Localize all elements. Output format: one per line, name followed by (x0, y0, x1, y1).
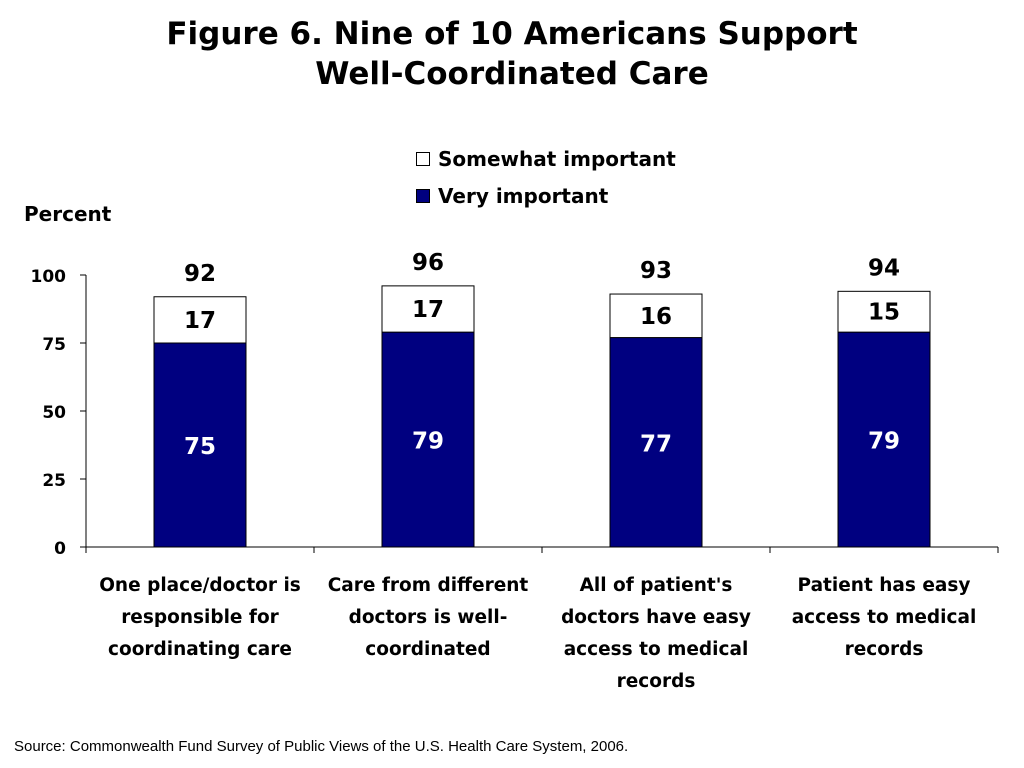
x-category-label: One place/doctor is responsible for coordi… (90, 570, 310, 666)
legend-label-somewhat-important: Somewhat important (438, 146, 676, 171)
chart-title: Figure 6. Nine of 10 Americans Support W… (0, 14, 1024, 94)
x-category-label-line: All of patient's (579, 575, 733, 596)
legend-swatch-somewhat-important (416, 151, 430, 166)
bar-very-important (609, 337, 703, 548)
legend: Somewhat important Very important (416, 140, 676, 214)
y-axis-label: Percent (24, 202, 112, 226)
bar-somewhat-important (153, 296, 247, 344)
legend-item-very-important: Very important (416, 177, 676, 214)
data-label-total: 94 (868, 255, 900, 281)
x-category-label-line: access to medical (791, 607, 977, 628)
x-category-label: All of patient's doctors have easy access … (546, 570, 766, 698)
y-tick-label: 50 (42, 403, 66, 423)
data-label-somewhat-important: 15 (868, 300, 900, 326)
x-category-label: Care from different doctors is well-coord… (318, 570, 538, 666)
legend-swatch-very-important (416, 188, 430, 203)
x-category-label-line: doctors is well- (348, 607, 508, 628)
x-category-label-line: Care from different (327, 575, 529, 596)
data-label-somewhat-important: 17 (184, 308, 216, 334)
x-category-label-line: coordinating care (108, 639, 292, 660)
data-label-somewhat-important: 17 (412, 297, 444, 323)
x-category-label-line: Patient has easy (797, 575, 971, 596)
chart-title-line-1: Figure 6. Nine of 10 Americans Support (166, 16, 858, 52)
data-label-somewhat-important: 16 (640, 304, 672, 330)
data-label-very-important: 77 (640, 431, 672, 457)
data-label-very-important: 75 (184, 434, 216, 460)
bar-very-important (381, 331, 475, 548)
legend-label-very-important: Very important (438, 183, 609, 208)
bar-somewhat-important (837, 290, 931, 333)
bar-very-important (837, 331, 931, 548)
legend-item-somewhat-important: Somewhat important (416, 140, 676, 177)
bar-very-important (153, 342, 247, 548)
x-category-label-line: records (844, 639, 924, 660)
bar-somewhat-important (609, 293, 703, 339)
y-tick-label: 100 (31, 267, 67, 287)
data-label-very-important: 79 (868, 429, 900, 455)
data-label-total: 96 (412, 250, 444, 276)
x-category-label-line: records (616, 671, 696, 692)
x-category-label-line: coordinated (365, 639, 491, 660)
y-tick-label: 0 (54, 539, 66, 559)
y-tick-label: 25 (42, 471, 66, 491)
data-label-total: 92 (184, 261, 216, 287)
source-note: Source: Commonwealth Fund Survey of Publ… (14, 738, 629, 755)
x-category-label-line: responsible for (121, 607, 279, 628)
x-category-label-line: doctors have easy (561, 607, 751, 628)
bar-somewhat-important (381, 285, 475, 333)
chart-title-line-2: Well-Coordinated Care (315, 56, 709, 92)
x-category-label-line: One place/doctor is (99, 575, 301, 596)
x-category-label: Patient has easy access to medical records (774, 570, 994, 666)
x-category-label-line: access to medical (563, 639, 749, 660)
data-label-total: 93 (640, 258, 672, 284)
data-label-very-important: 79 (412, 429, 444, 455)
y-tick-label: 75 (42, 335, 66, 355)
